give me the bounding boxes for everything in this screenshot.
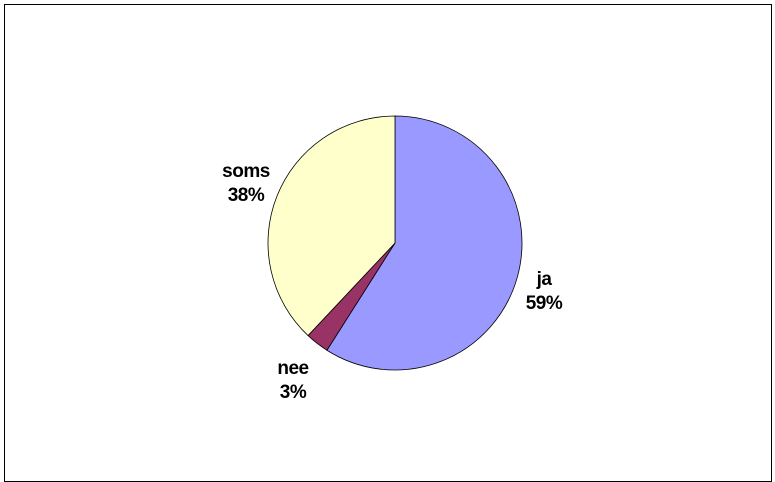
slice-percent-nee: 3% [280, 382, 307, 403]
pie-slice-soms [267, 115, 396, 337]
slice-label-ja: ja [536, 269, 553, 290]
slice-label-soms: soms [222, 161, 270, 182]
pie-slice-ja [326, 115, 523, 371]
pie-slices [267, 115, 523, 371]
slice-percent-soms: 38% [228, 185, 265, 206]
slice-label-nee: nee [277, 358, 308, 379]
pie-labels: ja 59% nee 3% soms 38% [222, 161, 563, 403]
slice-percent-ja: 59% [526, 293, 563, 314]
